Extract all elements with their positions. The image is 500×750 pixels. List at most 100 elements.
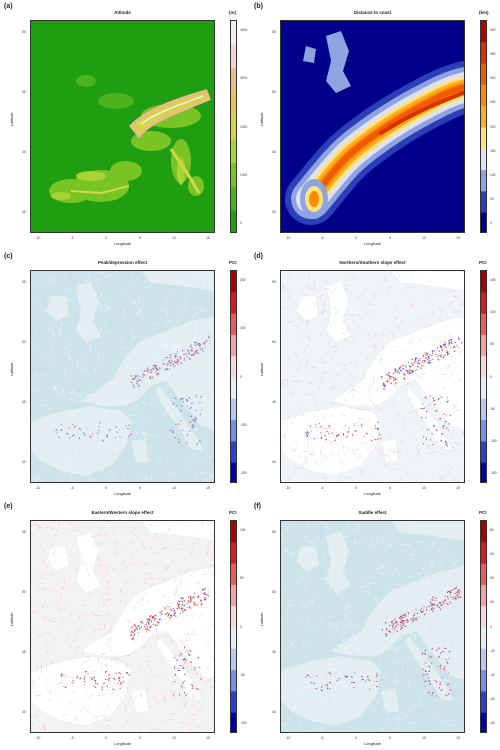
terrain-texture [281,271,464,482]
x-axis-label: Longitude [114,492,131,496]
colorbar-tick-label: 300 [490,76,496,81]
colorbar-tick-label: 3000 [240,76,248,81]
map-area [280,20,465,233]
y-tick-label: 50 [272,90,276,94]
colorbar-swatch [481,356,486,378]
highland-area [76,171,106,181]
y-tick-label: 55 [22,30,26,34]
highland-area [51,192,71,200]
y-tick-label: 55 [272,30,276,34]
colorbar [230,270,237,483]
x-tick-label: 15 [456,236,460,240]
colorbar-tick-label: 0 [240,221,242,225]
colorbar-swatch [231,627,236,650]
colorbar-swatch [231,377,236,400]
alps-range [128,89,211,139]
colorbar-swatch [481,127,486,150]
iberian-ranges [70,185,130,195]
y-tick-label: 45 [22,400,26,404]
colorbar-tick-label: 80 [490,528,494,532]
x-tick-label: -5 [70,736,74,740]
map-canvas [31,271,214,482]
colorbar-tick-label: 100 [240,326,246,331]
panel-title: Eastern/Western slope effect [91,510,154,515]
colorbar-swatch [481,606,486,628]
y-tick-label: 40 [272,710,276,714]
colorbar-swatch [481,292,486,315]
landmass [45,545,70,572]
colorbar-swatch [231,115,236,140]
colorbar-swatch [481,441,486,464]
highland-area [110,161,142,181]
colorbar-tick-label: -100 [490,438,497,443]
colorbar-swatch [481,106,486,128]
x-tick-label: 10 [422,486,426,490]
x-tick-label: 0 [105,236,107,240]
colorbar-tick-label: 20 [490,600,494,605]
colorbar-swatch [231,542,236,565]
landmass [380,438,400,464]
colorbar [480,270,487,483]
inland-core [379,91,464,135]
colorbar-swatch [481,170,486,192]
british-isles-band [326,31,351,93]
colorbar-swatch [481,398,486,421]
colorbar-scale [481,21,486,232]
colorbar [480,520,487,733]
colorbar-swatch [481,377,486,400]
ireland-band [303,46,316,63]
colorbar-tick-label: -80 [490,721,495,725]
landmass [390,521,464,541]
y-tick-label: 55 [22,530,26,534]
x-tick-label: -10 [285,486,291,490]
highland-area [177,157,185,185]
colorbar-swatch [231,648,236,671]
colorbar-tick-label: 0 [490,221,492,225]
colorbar-tick-label: 250 [490,100,496,105]
colorbar-swatch [481,191,486,214]
landmass [130,438,150,464]
landmass [75,530,102,594]
landmass [405,385,454,452]
y-tick-label: 40 [22,460,26,464]
colorbar-tick-label: 50 [490,196,494,201]
panel-tag: (f) [254,503,261,510]
colorbar-swatch [231,44,236,69]
x-tick-label: 5 [139,486,141,490]
colorbar-swatch [231,606,236,628]
landmass [31,655,132,727]
colorbar-unit: PCI [479,510,487,515]
x-tick-label: 5 [389,486,391,490]
colorbar-tick-label: 400 [490,28,496,32]
map-area [280,270,465,483]
colorbar-swatch [481,542,486,565]
colorbar-unit: (km) [479,10,489,15]
y-tick-label: 50 [22,90,26,94]
y-tick-label: 50 [22,340,26,344]
landmass [390,271,464,291]
map-panel-6: (f) Saddle effect Latitude Longitude 55 50 45 4… [250,500,500,750]
x-tick-label: -5 [320,486,324,490]
colorbar-swatch [231,21,236,46]
map-panel-5: (e) Eastern/Western slope effect Latitude L… [0,500,250,750]
highland-area [76,75,96,87]
x-tick-label: 10 [172,736,176,740]
map-area [280,520,465,733]
x-tick-label: -10 [285,236,291,240]
terrain-texture [31,521,214,732]
panel-tag: (c) [4,253,13,260]
colorbar-swatch [231,521,236,543]
x-tick-label: 15 [456,486,460,490]
iberia-interior [309,191,319,207]
x-tick-label: -10 [35,736,41,740]
colorbar-swatch [231,271,236,293]
panel-title: Northern/Southern slope effect [339,260,406,265]
y-tick-label: 40 [22,210,26,214]
landmass [325,280,352,344]
colorbar-swatch [231,584,236,607]
colorbar-scale [231,21,236,232]
map-panel-2: (b) Distance to coast Latitude Longitude 55 5… [250,0,500,250]
colorbar-tick-label: -50 [240,672,245,677]
colorbar-tick-label: -20 [490,648,495,653]
map-panel-4: (d) Northern/Southern slope effect Latitud… [250,250,500,500]
